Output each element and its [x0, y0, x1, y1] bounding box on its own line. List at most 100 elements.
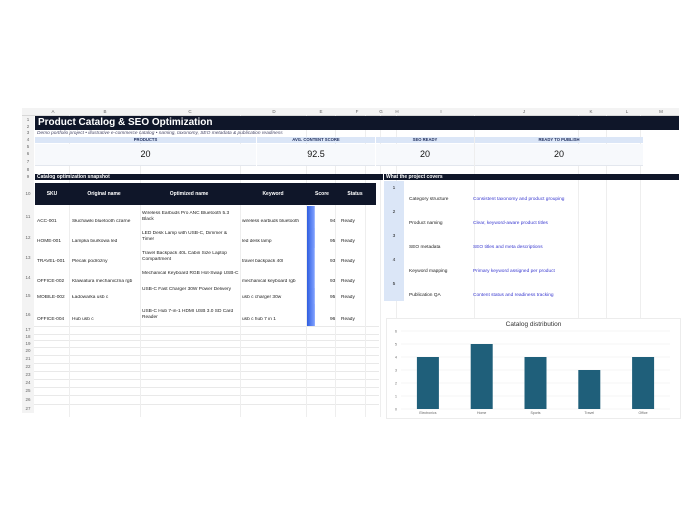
cell-original-name[interactable]: Plecak podróżny: [72, 259, 108, 264]
chart-bar[interactable]: [578, 370, 601, 409]
grid-line: [240, 115, 241, 417]
row-header[interactable]: 8: [22, 166, 34, 173]
cell-status[interactable]: Ready: [341, 219, 355, 224]
row-header[interactable]: 24: [22, 379, 34, 387]
row-header[interactable]: 4: [22, 136, 34, 143]
cell-status[interactable]: Ready: [341, 279, 355, 284]
cell-score[interactable]: 93: [330, 259, 336, 264]
grid-line: [34, 404, 379, 405]
y-tick-label: 6: [395, 330, 397, 334]
column-header[interactable]: I: [440, 109, 442, 114]
row-header[interactable]: 17: [22, 326, 34, 334]
cell-score[interactable]: 96: [330, 317, 336, 322]
cell-original-name[interactable]: Hub usb c: [72, 317, 94, 322]
row-header[interactable]: 10: [22, 181, 34, 206]
catalog-distribution-chart[interactable]: Catalog distribution 0 1 2 3 4 5 6 Electronics H…: [386, 318, 681, 419]
row-header[interactable]: 3: [22, 130, 34, 136]
row-header[interactable]: 23: [22, 371, 34, 379]
cell-optimized-name[interactable]: USB-C Fast Charger 30W Power Delivery: [142, 287, 232, 292]
cell-status[interactable]: Ready: [341, 239, 355, 244]
cover-item-description: Content status and readiness tracking: [473, 293, 554, 298]
cell-status[interactable]: Ready: [341, 259, 355, 264]
cell-original-name[interactable]: Ładowarka usb c: [72, 295, 109, 300]
chart-bar[interactable]: [632, 357, 655, 409]
table-row[interactable]: OFFICE-002 Klawiatura mechaniczna rgb Mech…: [35, 268, 387, 288]
column-header[interactable]: H: [395, 109, 399, 114]
cell-keyword[interactable]: travel backpack 40l: [242, 259, 284, 264]
row-header[interactable]: 15: [22, 288, 34, 304]
cell-score[interactable]: 95: [330, 295, 336, 300]
score-bar: [307, 304, 315, 326]
chart-bar[interactable]: [524, 357, 547, 409]
row-header[interactable]: 11: [22, 206, 34, 228]
row-header[interactable]: 9: [22, 173, 34, 181]
cell-keyword[interactable]: wireless earbuds bluetooth: [242, 219, 300, 224]
snapshot-table-header: SKU Original name Optimized name Keyword…: [35, 183, 376, 205]
row-header[interactable]: 13: [22, 248, 34, 268]
row-header[interactable]: 22: [22, 363, 34, 371]
row-header[interactable]: 27: [22, 404, 34, 413]
cell-original-name[interactable]: Słuchawki bluetooth czarne: [72, 219, 131, 224]
row-header[interactable]: 5: [22, 143, 34, 150]
cell-optimized-name[interactable]: LED Desk Lamp with USB-C, Dimmer & Timer: [142, 231, 228, 242]
table-row[interactable]: HOME-001 Lampka biurkowa led LED Desk Lamp…: [35, 228, 387, 248]
bar-chart-svg: 0 1 2 3 4 5 6 Electronics Home Sports Travel Office: [395, 330, 670, 415]
kpi-value-products: 20: [35, 144, 256, 166]
row-header[interactable]: 14: [22, 268, 34, 288]
column-header[interactable]: G: [379, 109, 383, 114]
column-header[interactable]: F: [355, 109, 359, 114]
kpi-label-products: PRODUCTS: [35, 137, 256, 143]
cell-sku[interactable]: OFFICE-004: [37, 317, 65, 322]
row-header[interactable]: 12: [22, 228, 34, 248]
column-header[interactable]: C: [188, 109, 192, 114]
column-header[interactable]: L: [625, 109, 629, 114]
cell-keyword[interactable]: mechanical keyboard rgb: [242, 279, 296, 284]
grid-line: [34, 326, 379, 327]
row-header[interactable]: 26: [22, 395, 34, 404]
x-tick-label: Sports: [530, 411, 540, 415]
column-header[interactable]: K: [589, 109, 593, 114]
cell-optimized-name[interactable]: USB-C Hub 7-in-1 HDMI USB 3.0 SD Card Re…: [142, 309, 234, 320]
row-header[interactable]: 21: [22, 355, 34, 363]
cell-score[interactable]: 93: [330, 279, 336, 284]
column-header[interactable]: J: [522, 109, 526, 114]
column-header[interactable]: B: [103, 109, 107, 114]
row-header[interactable]: 16: [22, 304, 34, 326]
cell-keyword[interactable]: led desk lamp: [242, 239, 272, 244]
cell-sku[interactable]: TRAVEL-001: [37, 259, 65, 264]
row-header[interactable]: 1: [22, 116, 34, 123]
cell-status[interactable]: Ready: [341, 317, 355, 322]
cell-optimized-name[interactable]: Mechanical Keyboard RGB Hot-Swap USB-C: [142, 271, 239, 276]
score-bar: [307, 288, 315, 304]
row-header[interactable]: 19: [22, 340, 34, 347]
cell-sku[interactable]: OFFICE-002: [37, 279, 65, 284]
row-header[interactable]: 18: [22, 334, 34, 340]
table-row[interactable]: ACC-001 Słuchawki bluetooth czarne Wireles…: [35, 206, 387, 228]
cell-keyword[interactable]: usb c hub 7 in 1: [242, 317, 276, 322]
cell-optimized-name[interactable]: Travel Backpack 40L Cabin Size Laptop Co…: [142, 251, 227, 262]
cell-status[interactable]: Ready: [341, 295, 355, 300]
row-header[interactable]: 2: [22, 123, 34, 130]
row-header[interactable]: 20: [22, 347, 34, 355]
column-header[interactable]: M: [659, 109, 663, 114]
column-header[interactable]: D: [272, 109, 276, 114]
row-header[interactable]: 25: [22, 387, 34, 395]
column-header[interactable]: E: [319, 109, 323, 114]
cell-keyword[interactable]: usb c charger 30w: [242, 295, 282, 300]
cell-optimized-name[interactable]: Wireless Earbuds Pro ANC Bluetooth 5.3 B…: [142, 211, 230, 222]
table-row[interactable]: TRAVEL-001 Plecak podróżny Travel Backpack…: [35, 248, 387, 268]
cell-original-name[interactable]: Lampka biurkowa led: [72, 239, 118, 244]
row-header[interactable]: 7: [22, 158, 34, 166]
table-row[interactable]: MOBILE-002 Ładowarka usb c USB-C Fast Char…: [35, 287, 387, 304]
cell-sku[interactable]: ACC-001: [37, 219, 57, 224]
cell-sku[interactable]: MOBILE-002: [37, 295, 65, 300]
column-header[interactable]: A: [51, 109, 55, 114]
cell-score[interactable]: 95: [330, 239, 336, 244]
cell-score[interactable]: 94: [330, 219, 336, 224]
row-header[interactable]: 6: [22, 150, 34, 158]
cell-sku[interactable]: HOME-001: [37, 239, 61, 244]
chart-bar[interactable]: [470, 344, 493, 409]
table-row[interactable]: OFFICE-004 Hub usb c USB-C Hub 7-in-1 HDMI…: [35, 304, 387, 326]
chart-bar[interactable]: [416, 357, 439, 409]
cell-original-name[interactable]: Klawiatura mechaniczna rgb: [72, 279, 133, 284]
